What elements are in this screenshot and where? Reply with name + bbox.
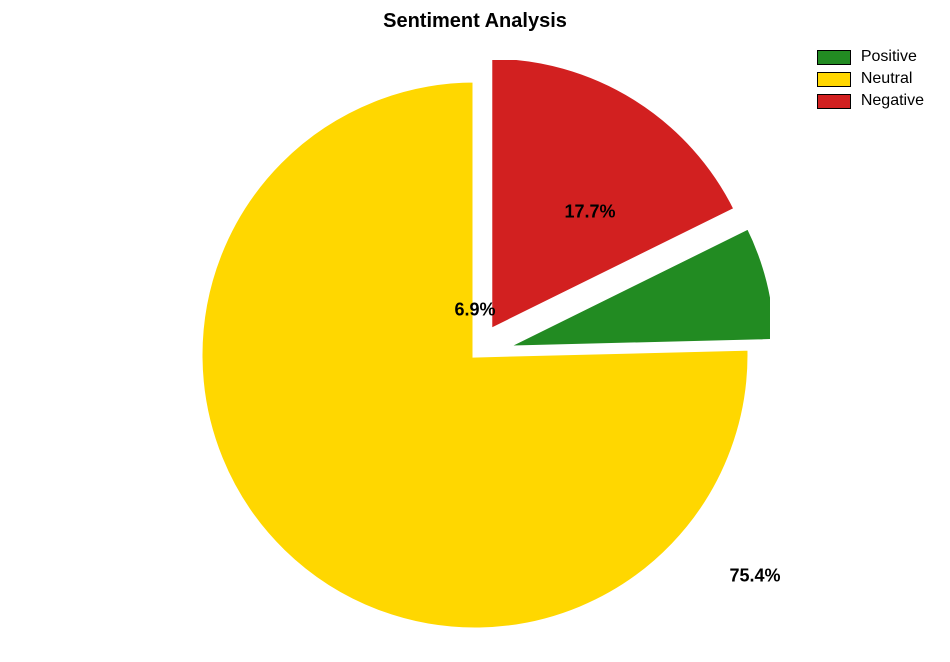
legend-label-neutral: Neutral [861,70,913,88]
legend-item-neutral: Neutral [817,70,924,88]
legend-item-positive: Positive [817,48,924,66]
slice-label-neutral: 75.4% [729,566,780,587]
legend-swatch-neutral [817,72,851,87]
pie-chart: 75.4%6.9%17.7% [180,60,770,650]
legend-label-positive: Positive [861,48,917,66]
chart-title: Sentiment Analysis [383,10,567,33]
legend-swatch-positive [817,50,851,65]
legend-label-negative: Negative [861,92,924,110]
slice-label-positive: 6.9% [454,300,495,321]
legend: Positive Neutral Negative [817,48,924,114]
slice-label-negative: 17.7% [564,202,615,223]
legend-swatch-negative [817,94,851,109]
legend-item-negative: Negative [817,92,924,110]
